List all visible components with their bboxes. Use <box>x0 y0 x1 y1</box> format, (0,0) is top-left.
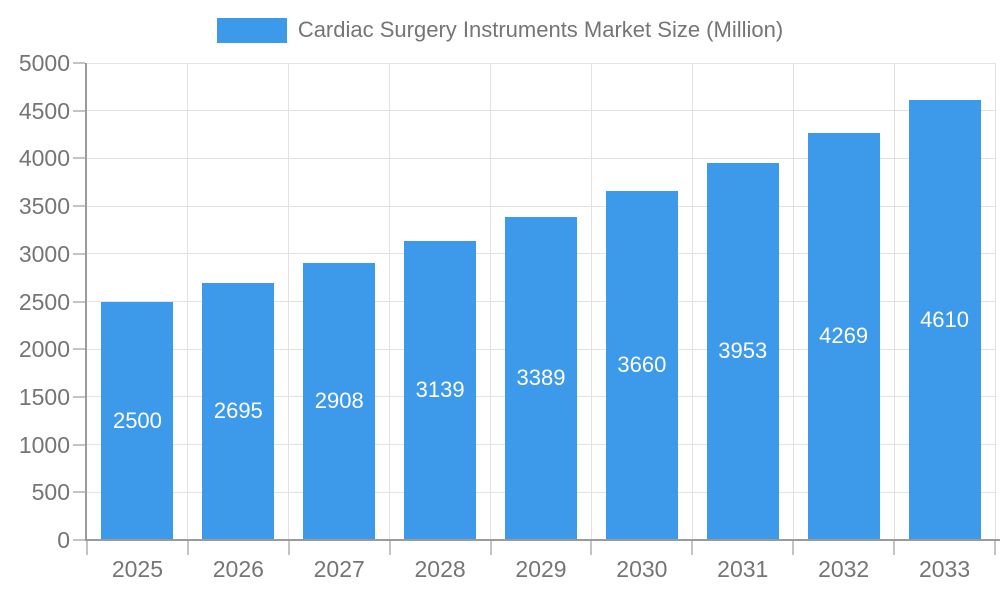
x-axis-tick <box>388 541 391 555</box>
bar-value-label: 3660 <box>617 352 667 378</box>
y-axis-tick-label: 4500 <box>18 97 70 124</box>
x-axis-tick-label: 2026 <box>212 556 264 582</box>
y-axis-tick-label: 1500 <box>18 383 70 410</box>
y-axis-tick <box>73 109 85 112</box>
bar-2031[interactable]: 3953 <box>706 162 779 540</box>
x-axis-tick <box>186 541 189 555</box>
vertical-gridline <box>389 63 391 540</box>
y-axis-tick <box>73 491 85 494</box>
bar-2028[interactable]: 3139 <box>404 240 477 540</box>
y-axis-tick-label: 4000 <box>18 145 70 172</box>
y-axis-tick-label: 2500 <box>18 288 70 315</box>
y-axis-tick <box>73 443 85 446</box>
bar-2025[interactable]: 2500 <box>101 301 174 540</box>
x-axis-tick <box>590 541 593 555</box>
x-axis-tick-label: 2030 <box>616 556 668 582</box>
vertical-gridline <box>691 63 693 540</box>
vertical-gridline <box>994 63 996 540</box>
y-axis-tick <box>73 157 85 160</box>
x-axis-tick-label: 2033 <box>918 556 971 582</box>
x-axis-tick-label: 2027 <box>313 556 365 582</box>
y-axis-tick <box>73 300 85 303</box>
y-axis-tick <box>73 205 85 208</box>
y-axis-tick <box>73 252 85 255</box>
x-axis-tick <box>893 541 896 555</box>
y-axis-tick <box>73 395 85 398</box>
horizontal-gridline <box>87 205 995 207</box>
x-axis-tick-label: 2032 <box>818 556 870 582</box>
vertical-gridline <box>792 63 794 540</box>
bar-value-label: 3953 <box>718 338 768 364</box>
vertical-gridline <box>187 63 189 540</box>
x-axis-tick <box>691 541 694 555</box>
x-axis-tick-label: 2028 <box>414 556 466 582</box>
legend-swatch <box>216 17 287 43</box>
x-axis-tick <box>287 541 290 555</box>
bar-value-label: 3139 <box>415 377 465 403</box>
bar-2027[interactable]: 2908 <box>303 262 376 540</box>
x-axis-tick <box>86 541 88 555</box>
vertical-gridline <box>490 63 492 540</box>
bar-value-label: 4269 <box>819 323 869 349</box>
bar-value-label: 3389 <box>516 365 566 391</box>
y-axis-tick-label: 2000 <box>18 336 70 363</box>
y-axis-tick <box>73 348 85 351</box>
bar-2029[interactable]: 3389 <box>505 216 577 540</box>
x-axis-tick-label: 2029 <box>515 556 567 582</box>
vertical-gridline <box>288 63 290 540</box>
x-axis-tick <box>792 541 795 555</box>
y-axis-tick <box>73 62 85 64</box>
x-axis-tick <box>994 541 996 555</box>
x-axis-line <box>85 539 1000 541</box>
bar-2032[interactable]: 4269 <box>807 132 880 540</box>
y-axis-tick-label: 5000 <box>18 50 70 76</box>
bar-2026[interactable]: 2695 <box>202 282 275 540</box>
bar-value-label: 4610 <box>920 307 970 333</box>
horizontal-gridline <box>87 157 995 159</box>
horizontal-gridline <box>87 62 995 64</box>
legend-label: Cardiac Surgery Instruments Market Size … <box>297 17 784 42</box>
y-axis-tick-label: 3500 <box>18 193 70 220</box>
y-axis-tick-label: 0 <box>57 527 70 553</box>
bar-2030[interactable]: 3660 <box>605 190 678 540</box>
x-axis-tick-label: 2031 <box>717 556 769 582</box>
vertical-gridline <box>590 63 592 540</box>
horizontal-gridline <box>87 110 995 112</box>
y-axis-tick-label: 500 <box>31 479 70 506</box>
y-axis-tick <box>73 539 85 541</box>
bar-value-label: 2500 <box>112 407 162 433</box>
bar-value-label: 2908 <box>314 388 364 414</box>
y-axis-tick-label: 3000 <box>18 240 70 267</box>
y-axis-line <box>85 63 87 540</box>
vertical-gridline <box>893 63 895 540</box>
y-axis-tick-label: 1000 <box>18 431 70 458</box>
bar-value-label: 2695 <box>213 398 263 424</box>
x-axis-tick-label: 2025 <box>111 556 164 582</box>
x-axis-tick <box>489 541 492 555</box>
legend[interactable]: Cardiac Surgery Instruments Market Size … <box>0 17 1000 43</box>
bar-2033[interactable]: 4610 <box>908 100 981 540</box>
plot-area: 2500 2695 2908 3139 3389 3660 3953 4269 4610 <box>87 62 996 540</box>
